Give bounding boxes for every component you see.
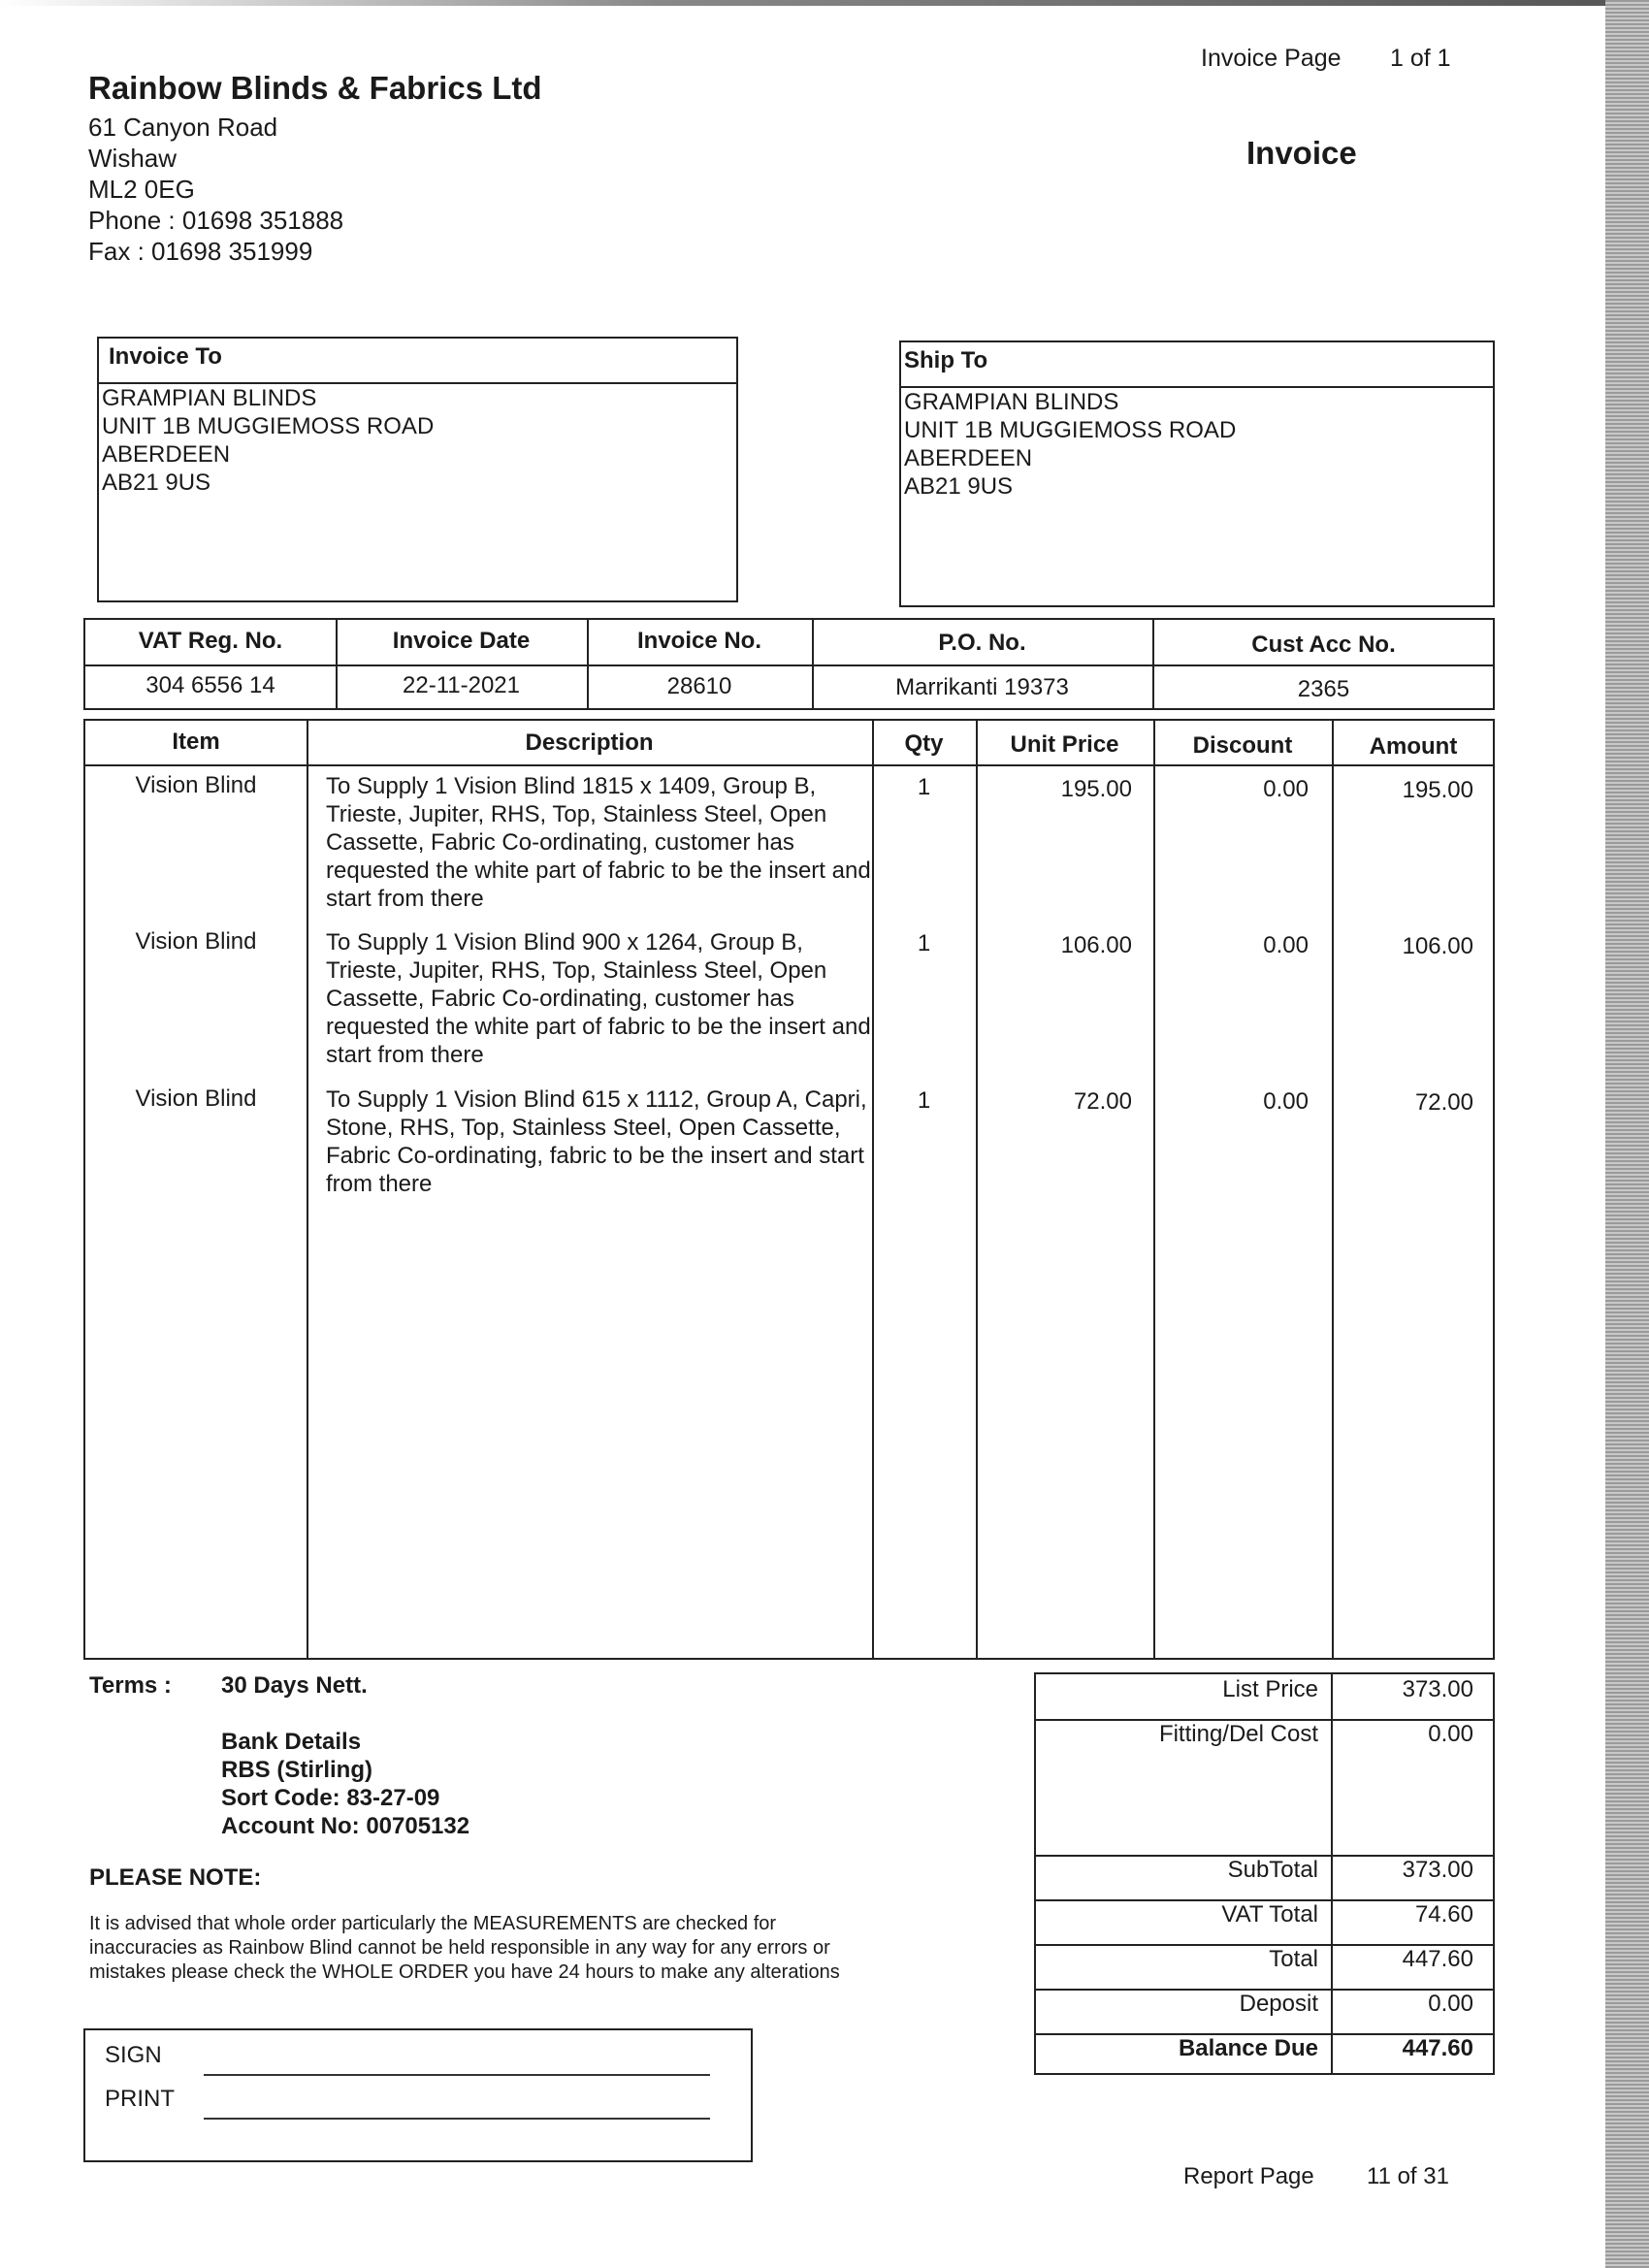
item-description: To Supply 1 Vision Blind 615 x 1112, Gro… <box>326 1086 867 1197</box>
item-description: To Supply 1 Vision Blind 900 x 1264, Gro… <box>326 929 871 1068</box>
item-discount: 0.00 <box>1263 1088 1309 1115</box>
sign-box: SIGN PRINT <box>83 2028 753 2162</box>
total-label: VAT Total <box>1221 1901 1318 1928</box>
total-label: Total <box>1269 1946 1318 1972</box>
address-line: AB21 9US <box>904 473 1014 500</box>
bank-details: Bank Details RBS (Stirling) Sort Code: 8… <box>221 1728 469 1840</box>
invoice-no: 28610 <box>666 673 732 699</box>
doc-title: Invoice <box>1246 135 1357 171</box>
total-label: SubTotal <box>1227 1857 1318 1883</box>
invoice-to-box: Invoice To GRAMPIAN BLINDS UNIT 1B MUGGI… <box>97 337 738 602</box>
bank-name: RBS (Stirling) <box>221 1757 372 1783</box>
item-qty: 1 <box>917 1087 931 1114</box>
note-line: mistakes please check the WHOLE ORDER yo… <box>89 1961 840 1983</box>
total-label: Deposit <box>1239 1991 1318 2017</box>
sign-line[interactable] <box>204 2074 710 2076</box>
please-note-text: It is advised that whole order particula… <box>89 1912 840 1985</box>
list-price: 373.00 <box>1402 1676 1473 1702</box>
info-header: Invoice Date <box>392 628 531 654</box>
item-amount: 106.00 <box>1402 933 1473 959</box>
info-header: Cust Acc No. <box>1251 632 1396 658</box>
report-page-label: Report Page <box>1183 2163 1314 2189</box>
item-discount: 0.00 <box>1263 932 1309 958</box>
items-header: Discount <box>1192 732 1293 759</box>
invoice-page-value: 1 of 1 <box>1390 45 1451 72</box>
info-header: VAT Reg. No. <box>138 628 283 654</box>
bank-details-title: Bank Details <box>221 1729 362 1755</box>
item-unit-price: 72.00 <box>1073 1088 1132 1115</box>
address-line: ML2 0EG <box>88 175 195 204</box>
total-label: Fitting/Del Cost <box>1158 1721 1318 1747</box>
items-table: Item Description Qty Unit Price Discount… <box>83 719 1495 1660</box>
company-phone: Phone : 01698 351888 <box>88 206 344 235</box>
item-description: To Supply 1 Vision Blind 1815 x 1409, Gr… <box>326 773 871 912</box>
company-name: Rainbow Blinds & Fabrics Ltd <box>88 70 542 106</box>
please-note-title: PLEASE NOTE: <box>89 1864 262 1891</box>
address-line: UNIT 1B MUGGIEMOSS ROAD <box>102 413 435 439</box>
scan-edge-right <box>1605 0 1649 2268</box>
note-line: It is advised that whole order particula… <box>89 1913 777 1934</box>
deposit: 0.00 <box>1428 1991 1473 2017</box>
ship-to-label: Ship To <box>904 347 988 373</box>
print-label: PRINT <box>105 2086 175 2112</box>
address-line: AB21 9US <box>102 470 211 496</box>
address-line: ABERDEEN <box>102 441 231 468</box>
items-header: Unit Price <box>1010 731 1119 758</box>
po-no: Marrikanti 19373 <box>895 674 1069 700</box>
totals-table: List Price 373.00 Fitting/Del Cost 0.00 … <box>1034 1672 1495 2075</box>
terms-label: Terms : <box>89 1672 172 1699</box>
item-amount: 72.00 <box>1414 1089 1473 1116</box>
invoice-page-label: Invoice Page <box>1201 45 1342 72</box>
address-line: 61 Canyon Road <box>88 113 278 142</box>
company-address: 61 Canyon Road Wishaw ML2 0EG Phone : 01… <box>88 113 343 269</box>
total-label: Balance Due <box>1178 2035 1318 2061</box>
item-discount: 0.00 <box>1263 776 1309 802</box>
item-name: Vision Blind <box>135 928 257 955</box>
sort-code: Sort Code: 83-27-09 <box>221 1785 440 1811</box>
invoice-info-table: VAT Reg. No. Invoice Date Invoice No. P.… <box>83 618 1495 710</box>
item-name: Vision Blind <box>135 772 257 798</box>
vat-reg-no: 304 6556 14 <box>146 672 275 698</box>
subtotal: 373.00 <box>1402 1857 1473 1883</box>
fitting-del-cost: 0.00 <box>1428 1721 1473 1747</box>
address-line: GRAMPIAN BLINDS <box>102 385 317 411</box>
cust-acc-no: 2365 <box>1297 676 1350 702</box>
ship-to-box: Ship To GRAMPIAN BLINDS UNIT 1B MUGGIEMO… <box>899 340 1495 607</box>
item-name: Vision Blind <box>135 1085 257 1112</box>
info-header: Invoice No. <box>636 628 762 654</box>
item-unit-price: 106.00 <box>1060 932 1132 958</box>
invoice-to-label: Invoice To <box>109 343 222 370</box>
ship-to-address: GRAMPIAN BLINDS UNIT 1B MUGGIEMOSS ROAD … <box>904 388 1236 501</box>
address-line: UNIT 1B MUGGIEMOSS ROAD <box>904 417 1237 443</box>
items-header: Description <box>525 729 654 756</box>
address-line: GRAMPIAN BLINDS <box>904 389 1119 415</box>
item-qty: 1 <box>917 774 931 800</box>
report-page-value: 11 of 31 <box>1367 2163 1449 2189</box>
total: 447.60 <box>1402 1946 1473 1972</box>
scan-edge-top <box>0 0 1649 6</box>
info-header: P.O. No. <box>938 630 1026 656</box>
note-line: inaccuracies as Rainbow Blind cannot be … <box>89 1937 830 1959</box>
balance-due: 447.60 <box>1402 2035 1473 2061</box>
vat-total: 74.60 <box>1414 1901 1473 1928</box>
address-line: Wishaw <box>88 144 178 173</box>
print-line[interactable] <box>204 2118 710 2120</box>
items-header: Amount <box>1369 733 1458 760</box>
items-header: Item <box>172 729 220 755</box>
item-qty: 1 <box>917 930 931 956</box>
item-amount: 195.00 <box>1402 777 1473 803</box>
invoice-date: 22-11-2021 <box>403 672 520 698</box>
terms-value: 30 Days Nett. <box>221 1672 368 1699</box>
total-label: List Price <box>1222 1676 1318 1702</box>
item-unit-price: 195.00 <box>1060 776 1132 802</box>
items-header: Qty <box>904 730 944 757</box>
invoice-to-address: GRAMPIAN BLINDS UNIT 1B MUGGIEMOSS ROAD … <box>102 384 434 497</box>
company-fax: Fax : 01698 351999 <box>88 237 313 266</box>
sign-label: SIGN <box>105 2042 162 2068</box>
account-no: Account No: 00705132 <box>221 1813 470 1839</box>
address-line: ABERDEEN <box>904 445 1033 471</box>
